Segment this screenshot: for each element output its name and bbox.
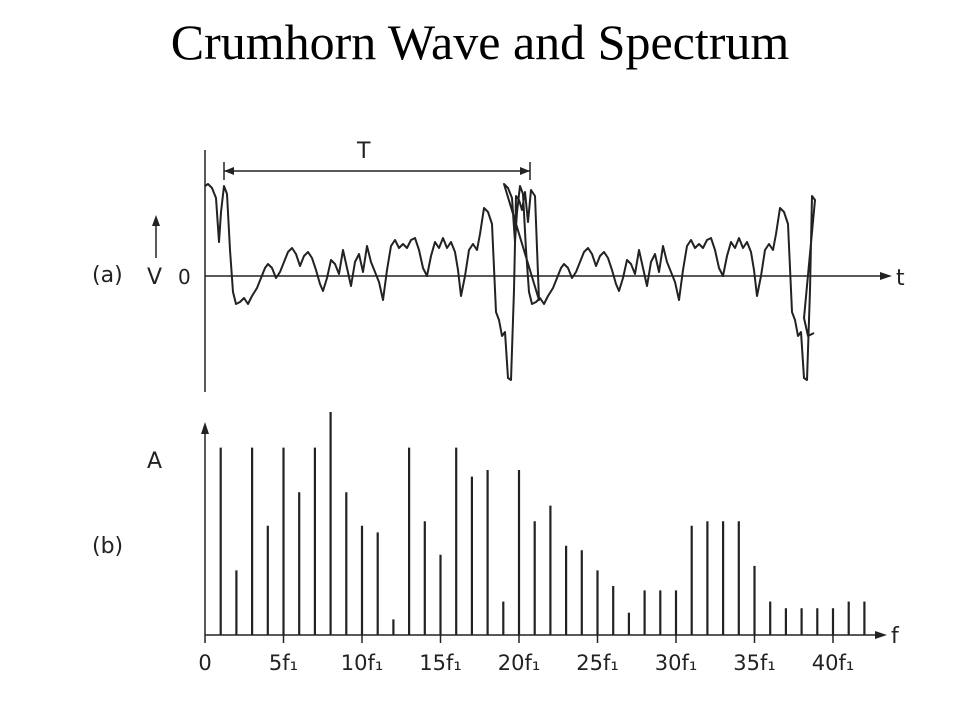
period-label: T [356, 139, 371, 164]
spectrum-xlabel: f [891, 624, 900, 649]
x-tick-label: 10f₁ [341, 651, 384, 675]
spectrum-ticks: 0 5f₁ 10f₁ 15f₁ 20f₁ 25f₁ 30f₁ 35f₁ 40f₁ [198, 635, 854, 675]
slide-title: Crumhorn Wave and Spectrum [170, 14, 790, 70]
x-tick-label: 5f₁ [269, 651, 298, 675]
x-tick-label: 35f₁ [733, 651, 776, 675]
spectrum-panel: (b) A f 0 5f₁ 10f₁ 15f₁ 20f₁ 25f₁ 30f₁ 35f₁ 40f₁ [92, 412, 900, 675]
waveform-ylabel: V [147, 265, 162, 290]
waveform-zero-label: 0 [178, 265, 191, 289]
panel-a-label: (a) [92, 263, 123, 288]
waveform-xlabel: t [896, 266, 905, 291]
x-tick-label: 25f₁ [576, 651, 619, 675]
spectrum-y-arrowhead [201, 422, 209, 434]
spectrum-f-arrowhead [875, 631, 887, 639]
x-tick-label: 20f₁ [498, 651, 541, 675]
v-arrow-head [152, 215, 160, 226]
spectrum-bars [219, 412, 866, 635]
x-tick-label: 40f₁ [812, 651, 855, 675]
period-arrow-right [520, 167, 530, 175]
waveform-line [204, 183, 816, 381]
x-tick-label: 30f₁ [655, 651, 698, 675]
x-tick-label: 15f₁ [419, 651, 462, 675]
waveform-t-arrowhead [880, 272, 892, 280]
panel-b-label: (b) [92, 534, 123, 559]
waveform-panel: (a) V 0 t T [92, 139, 905, 392]
period-arrow-left [224, 167, 234, 175]
spectrum-ylabel: A [147, 449, 162, 474]
x-tick-label: 0 [198, 651, 211, 675]
